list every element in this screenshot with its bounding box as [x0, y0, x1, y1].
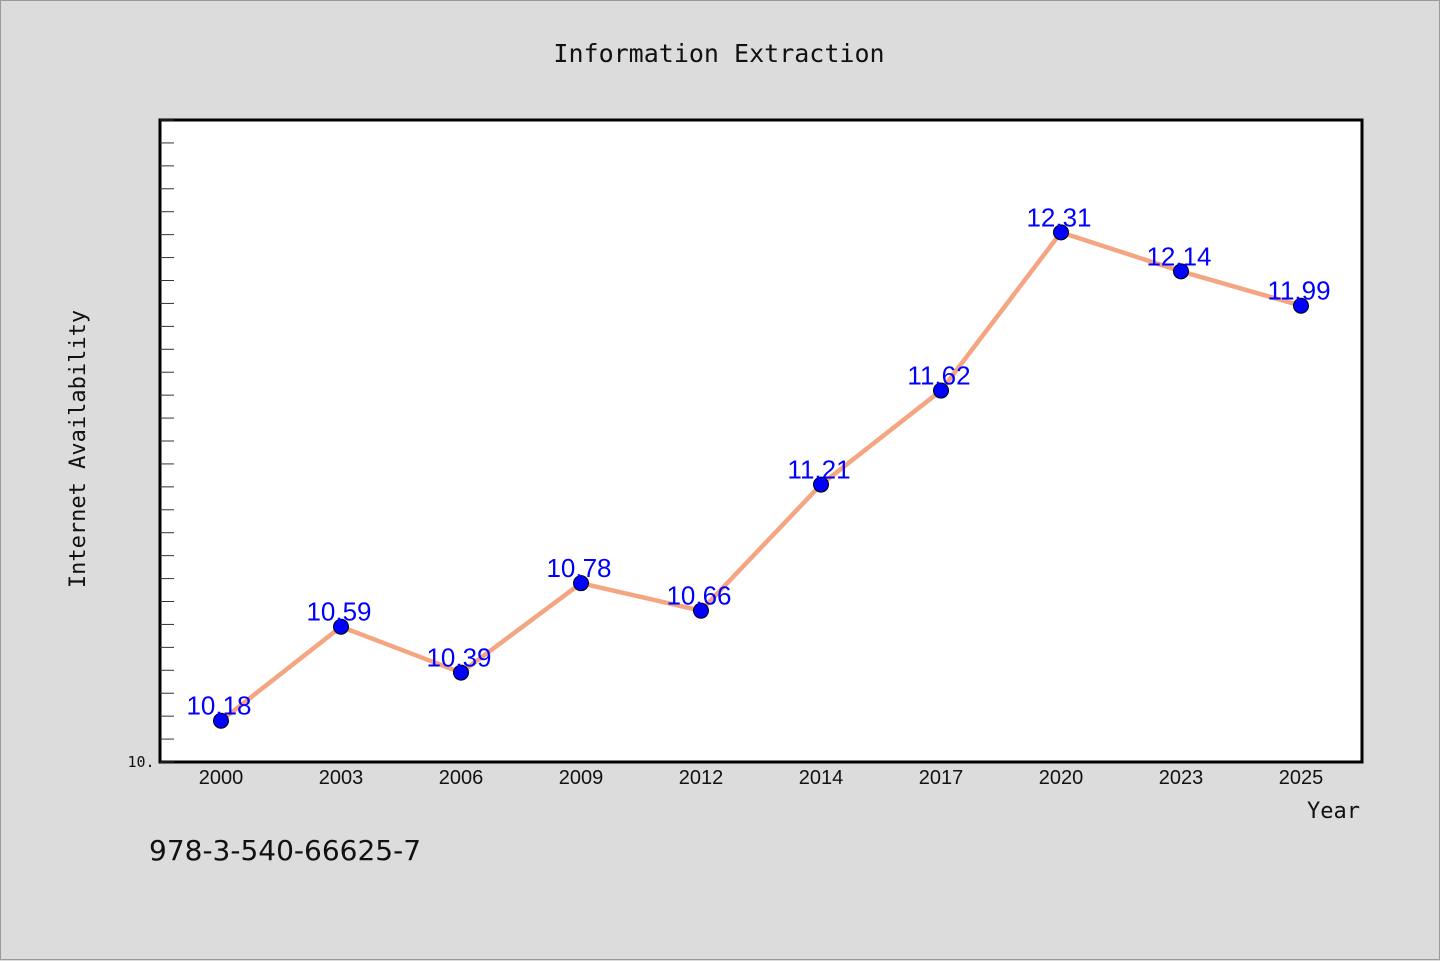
data-label: 10.18 — [186, 691, 251, 721]
series-line-group — [218, 230, 1304, 723]
data-point — [1053, 224, 1069, 241]
x-tick-label: 2000 — [199, 767, 244, 789]
data-markers — [213, 224, 1309, 729]
data-label: 10.39 — [426, 643, 491, 673]
data-label: 10.66 — [666, 581, 731, 611]
data-point — [333, 618, 349, 635]
x-tick-label: 2025 — [1279, 767, 1324, 789]
x-tick-label: 2017 — [919, 767, 964, 789]
data-point — [573, 575, 589, 592]
x-tick-label: 2023 — [1159, 767, 1204, 789]
footer-code: 978-3-540-66625-7 — [149, 834, 422, 867]
x-tick-label: 2003 — [319, 767, 364, 789]
x-tick-label: 2012 — [679, 767, 724, 789]
data-point — [693, 602, 709, 619]
data-point — [453, 664, 469, 681]
y-tick-label: 10. — [127, 753, 154, 771]
series-line — [218, 230, 1304, 723]
data-label: 11.99 — [1267, 276, 1330, 306]
x-tick-label: 2009 — [559, 767, 604, 789]
data-point — [213, 712, 229, 729]
x-tick-label: 2014 — [799, 767, 844, 789]
plot-area — [158, 118, 1364, 764]
data-label: 12.31 — [1026, 202, 1091, 232]
x-tick-labels: 2000 2003 2006 2009 2012 2014 2017 2020 2023 2025 — [199, 767, 1324, 789]
x-tick-label: 2006 — [439, 767, 484, 789]
data-label: 10.78 — [546, 553, 611, 583]
data-point — [933, 382, 949, 399]
data-point — [1173, 263, 1189, 280]
x-tick-label: 2020 — [1039, 767, 1084, 789]
y-axis-label: Internet Availability — [66, 310, 91, 588]
data-label: 11.62 — [907, 361, 970, 391]
chart-title: Information Extraction — [553, 39, 884, 68]
data-point — [813, 476, 829, 493]
data-label: 10.59 — [306, 597, 371, 627]
data-point — [1293, 297, 1309, 314]
x-axis-label: Year — [1307, 799, 1360, 824]
data-labels: 10.18 10.59 10.39 10.78 10.66 11.21 11.62 12.31… — [186, 202, 1330, 720]
y-axis-ticks — [160, 119, 174, 763]
data-label: 11.21 — [787, 455, 850, 485]
data-label: 12.14 — [1146, 241, 1211, 271]
